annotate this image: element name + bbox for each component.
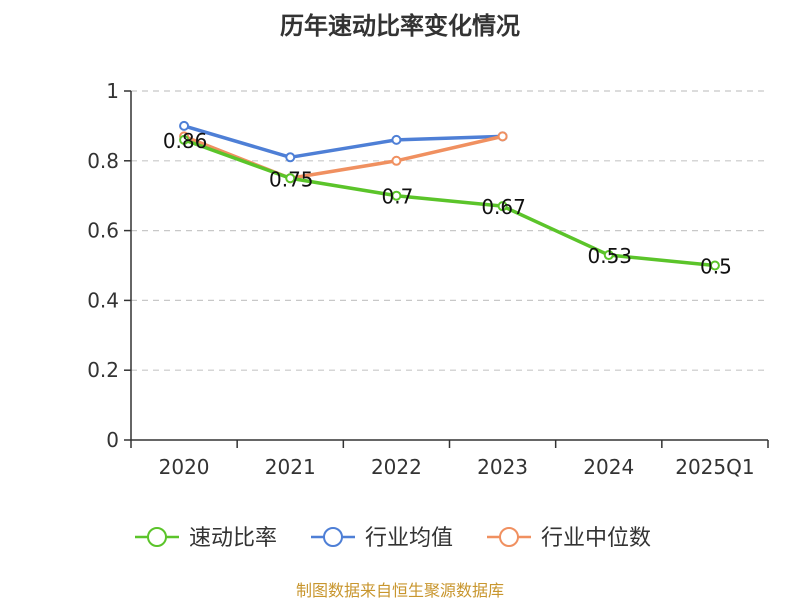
data-label: 0.86 (163, 129, 208, 153)
chart-title: 历年速动比率变化情况 (280, 12, 520, 40)
data-point[interactable] (709, 260, 720, 271)
data-point[interactable] (603, 250, 614, 261)
series-line (183, 124, 503, 160)
series-lines (179, 120, 720, 271)
x-tick-label: 2021 (265, 455, 316, 479)
data-point[interactable] (285, 173, 296, 184)
grid-lines (131, 90, 768, 371)
axes: 0 0.2 0.4 0.6 0.8 1 2020 2021 2022 2023 2024 2025Q1 (87, 79, 769, 479)
legend-label[interactable]: 行业中位数 (541, 526, 651, 551)
y-tick-label: 0.2 (87, 358, 119, 382)
data-label: 0.75 (269, 167, 314, 191)
data-labels: 0.86 0.75 0.7 0.67 0.53 0.5 (163, 129, 732, 279)
data-label: 0.53 (587, 244, 632, 268)
data-label: 0.7 (382, 185, 414, 209)
x-tick-label: 2020 (159, 455, 210, 479)
x-tick-label: 2023 (477, 455, 528, 479)
data-point[interactable] (391, 155, 402, 166)
data-point[interactable] (497, 201, 508, 212)
y-tick-label: 0.4 (87, 288, 119, 312)
x-tick-label: 2024 (583, 455, 634, 479)
y-tick-label: 0.6 (87, 219, 119, 243)
data-label: 0.67 (481, 195, 526, 219)
data-point[interactable] (497, 131, 508, 142)
y-tick-label: 0 (106, 428, 119, 452)
data-point[interactable] (391, 190, 402, 201)
source-note: 制图数据来自恒生聚源数据库 (296, 581, 504, 600)
series-line (183, 138, 716, 268)
legend-label[interactable]: 行业均值 (365, 526, 453, 551)
x-tick-label: 2025Q1 (675, 455, 754, 479)
legend: 速动比率 行业均值 行业中位数 (135, 526, 651, 551)
x-tick-label: 2022 (371, 455, 422, 479)
y-tick-label: 1 (106, 79, 119, 103)
data-point[interactable] (179, 120, 190, 131)
data-label: 0.5 (700, 255, 732, 279)
legend-marker[interactable] (323, 527, 343, 547)
data-point[interactable] (391, 134, 402, 145)
data-point[interactable] (285, 152, 296, 163)
legend-label[interactable]: 速动比率 (189, 526, 277, 551)
data-point[interactable] (179, 134, 190, 145)
legend-marker[interactable] (147, 527, 167, 547)
y-tick-label: 0.8 (87, 149, 119, 173)
legend-marker[interactable] (499, 527, 519, 547)
